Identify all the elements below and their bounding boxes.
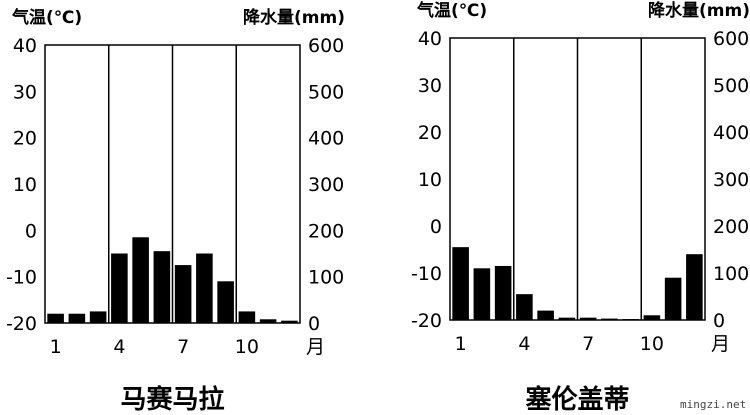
precip-bar-month-6 bbox=[558, 317, 576, 320]
month-tick-label: 4 bbox=[113, 336, 125, 358]
y-left-title: 气温(℃) bbox=[11, 7, 82, 28]
month-tick-label: 10 bbox=[640, 333, 664, 355]
chart-title: 塞伦盖蒂 bbox=[525, 384, 629, 415]
precip-bar-month-2 bbox=[473, 268, 491, 320]
temp-tick-label: 10 bbox=[418, 169, 442, 191]
precip-bar-month-8 bbox=[196, 253, 213, 323]
precip-tick-label: 400 bbox=[713, 122, 749, 144]
precip-bar-month-2 bbox=[68, 313, 86, 323]
temp-tick-label: 40 bbox=[418, 28, 442, 50]
month-tick-label: 7 bbox=[582, 333, 594, 355]
precip-bar-month-9 bbox=[217, 281, 234, 323]
precip-tick-label: 200 bbox=[713, 216, 749, 238]
precip-tick-label: 300 bbox=[713, 169, 749, 191]
precip-bar-month-5 bbox=[537, 310, 554, 320]
precip-tick-label: 200 bbox=[308, 220, 344, 242]
month-tick-label: 4 bbox=[518, 333, 530, 355]
precip-tick-label: 600 bbox=[308, 35, 344, 57]
precip-tick-label: 300 bbox=[308, 174, 344, 196]
precip-bar-month-7 bbox=[579, 317, 597, 320]
y-left-title: 气温(℃) bbox=[416, 0, 487, 21]
y-right-title: 降水量(mm) bbox=[243, 7, 345, 28]
month-tick-label: 7 bbox=[177, 336, 189, 358]
precip-tick-label: 0 bbox=[308, 313, 320, 335]
precip-bar-month-5 bbox=[132, 237, 149, 323]
temp-tick-label: -10 bbox=[6, 267, 37, 289]
precip-tick-label: 100 bbox=[308, 267, 344, 289]
precip-tick-label: 500 bbox=[713, 75, 749, 97]
temp-tick-label: 30 bbox=[13, 81, 37, 103]
precip-bar-month-1 bbox=[452, 247, 469, 320]
precip-bar-month-12 bbox=[686, 254, 703, 320]
x-unit-label: 月 bbox=[711, 333, 730, 355]
watermark: mingzi.net bbox=[680, 398, 746, 411]
precip-bar-month-4 bbox=[111, 253, 128, 323]
temp-tick-label: 10 bbox=[13, 174, 37, 196]
month-tick-label: 10 bbox=[235, 336, 259, 358]
temp-tick-label: 0 bbox=[25, 220, 37, 242]
temp-tick-label: 20 bbox=[418, 122, 442, 144]
precip-tick-label: 400 bbox=[308, 128, 344, 150]
precip-bar-month-11 bbox=[664, 277, 682, 320]
precip-bar-month-1 bbox=[47, 313, 64, 323]
temp-tick-label: -20 bbox=[6, 313, 37, 335]
precip-tick-label: 100 bbox=[713, 263, 749, 285]
temp-tick-label: 0 bbox=[430, 216, 442, 238]
precip-bar-month-3 bbox=[494, 265, 512, 320]
temp-tick-label: 40 bbox=[13, 35, 37, 57]
precip-bar-month-10 bbox=[643, 315, 661, 320]
temp-tick-label: -20 bbox=[411, 310, 442, 332]
month-tick-label: 1 bbox=[455, 333, 467, 355]
month-tick-label: 1 bbox=[50, 336, 62, 358]
precip-bar-month-11 bbox=[259, 319, 277, 323]
precip-bar-month-10 bbox=[238, 311, 256, 323]
precip-bar-month-9 bbox=[622, 319, 639, 320]
precip-tick-label: 600 bbox=[713, 28, 749, 50]
temp-tick-label: -10 bbox=[411, 263, 442, 285]
precip-tick-label: 500 bbox=[308, 81, 344, 103]
precip-tick-label: 0 bbox=[713, 310, 725, 332]
precip-bar-month-4 bbox=[516, 294, 533, 320]
precip-bar-month-3 bbox=[89, 311, 107, 323]
precip-bar-month-7 bbox=[174, 265, 192, 323]
chart-title: 马赛马拉 bbox=[120, 384, 224, 415]
precip-bar-month-6 bbox=[153, 251, 171, 323]
precip-bar-month-12 bbox=[281, 320, 298, 323]
temp-tick-label: 30 bbox=[418, 75, 442, 97]
x-unit-label: 月 bbox=[306, 336, 325, 358]
temp-tick-label: 20 bbox=[13, 128, 37, 150]
precip-bar-month-8 bbox=[601, 318, 618, 320]
y-right-title: 降水量(mm) bbox=[648, 0, 750, 21]
